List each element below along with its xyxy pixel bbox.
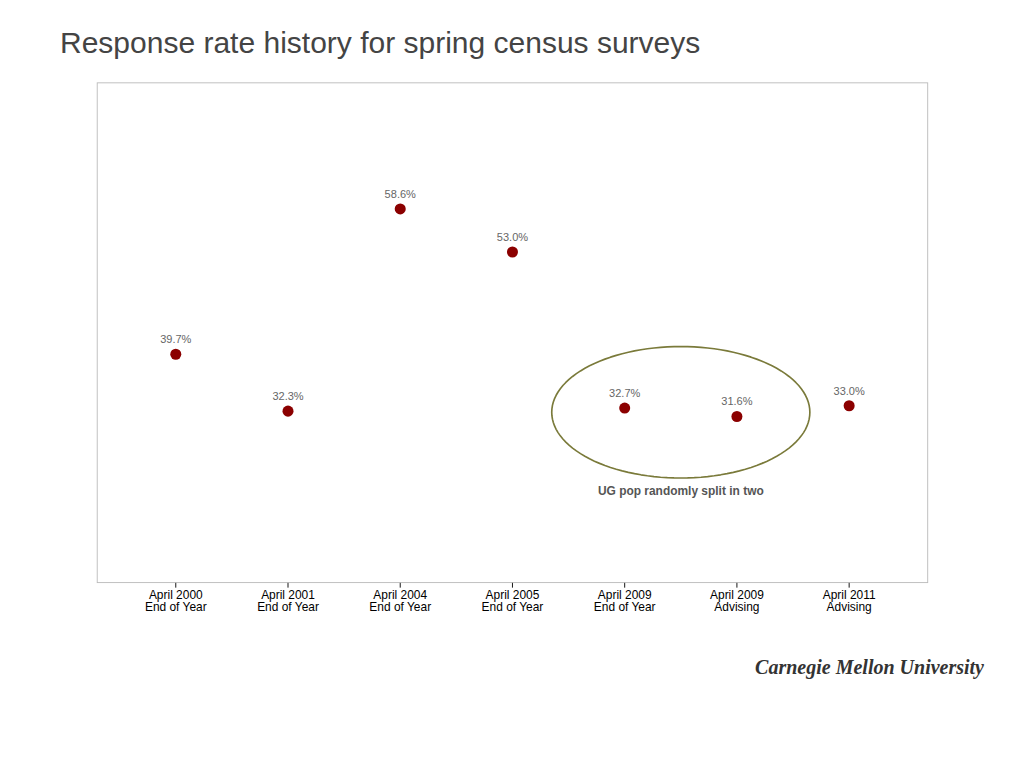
html-text:Carnegie Mellon University: Carnegie Mellon University: [755, 655, 984, 678]
svg-text:April 2011Advising: April 2011Advising: [823, 588, 876, 614]
svg-text:April 2005End of Year: April 2005End of Year: [482, 588, 544, 614]
svg-text:April 2009End of Year: April 2009End of Year: [594, 588, 656, 614]
svg-text:April 2000End of Year: April 2000End of Year: [145, 588, 207, 614]
svg-text:April 2001End of Year: April 2001End of Year: [257, 588, 319, 614]
svg-text:32.7%: 32.7%: [609, 387, 640, 399]
svg-text:39.7%: 39.7%: [160, 333, 191, 345]
svg-text:31.6%: 31.6%: [721, 395, 752, 407]
svg-text:April 2009Advising: April 2009Advising: [710, 588, 764, 614]
svg-text:32.3%: 32.3%: [272, 390, 303, 402]
svg-text:53.0%: 53.0%: [497, 231, 528, 243]
svg-text:58.6%: 58.6%: [385, 188, 416, 200]
svg-text:April 2004End of Year: April 2004End of Year: [369, 588, 431, 614]
svg-text:UG pop randomly split in two: UG pop randomly split in two: [598, 484, 764, 498]
html-text:Response rate history for spri: Response rate history for spring census …: [60, 26, 701, 59]
svg-text:33.0%: 33.0%: [834, 385, 865, 397]
